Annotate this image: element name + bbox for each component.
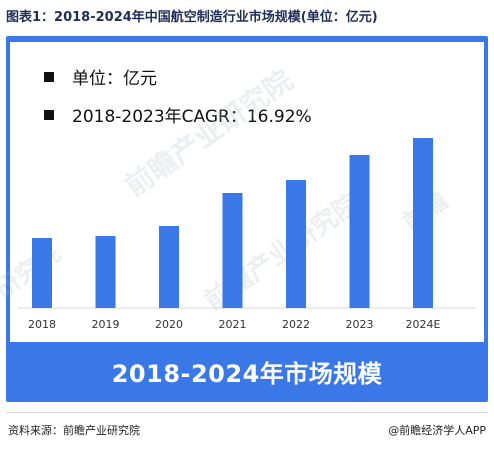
legend-unit: 单位：亿元 xyxy=(44,64,157,89)
bar-2024E xyxy=(413,138,433,308)
chart-panel: 单位：亿元 2018-2023年CAGR：16.92% 前瞻产业研究院 前瞻产业… xyxy=(0,42,484,342)
bar-2021 xyxy=(222,193,243,308)
legend-unit-label: 单位：亿元 xyxy=(72,69,157,89)
legend-square-icon xyxy=(44,109,54,120)
x-tick-label: 2022 xyxy=(282,318,310,331)
legend-cagr: 2018-2023年CAGR：16.92% xyxy=(44,102,312,127)
bar-2018 xyxy=(32,238,52,308)
bar-chart: 2018 2019 2020 2021 2022 2023 2024E xyxy=(18,138,476,331)
x-tick-label: 2024E xyxy=(406,318,441,331)
bar-2022 xyxy=(286,180,306,308)
chart-title: 图表1：2018-2024年中国航空制造行业市场规模(单位：亿元) xyxy=(6,10,378,25)
bar-2023 xyxy=(349,155,370,308)
footer-divider xyxy=(6,412,488,413)
x-tick-label: 2023 xyxy=(346,318,374,331)
x-tick-label: 2020 xyxy=(155,318,183,331)
brand-text: @前瞻经济学人APP xyxy=(388,424,486,437)
banner-title: 2018-2024年市场规模 xyxy=(111,360,383,388)
bar-2020 xyxy=(159,226,179,308)
x-tick-label: 2021 xyxy=(219,318,247,331)
x-tick-label: 2018 xyxy=(28,318,56,331)
x-tick-label: 2019 xyxy=(92,318,120,331)
legend-cagr-label: 2018-2023年CAGR：16.92% xyxy=(72,107,312,127)
bar-2019 xyxy=(95,236,116,308)
legend-square-icon xyxy=(44,71,54,82)
source-text: 资料来源：前瞻产业研究院 xyxy=(8,424,140,437)
